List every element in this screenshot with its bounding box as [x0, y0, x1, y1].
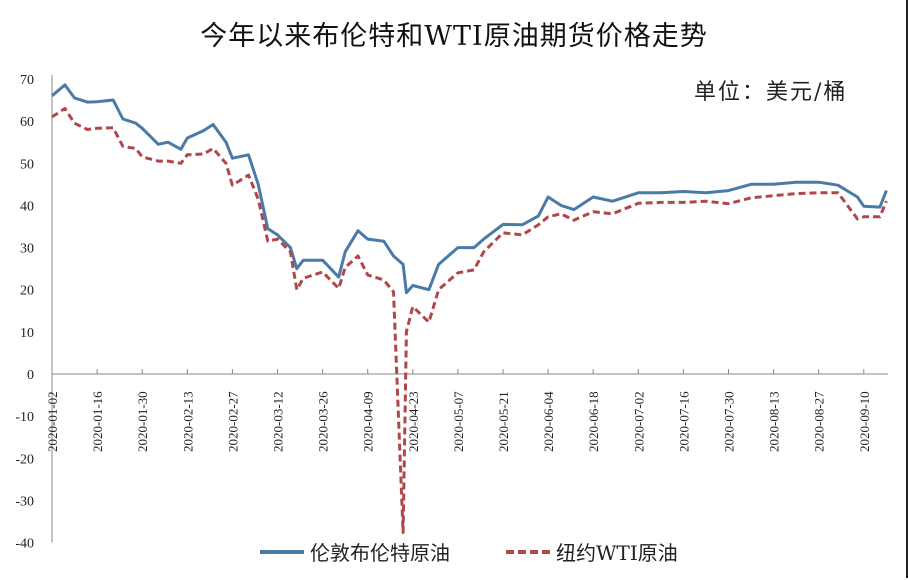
x-tick-label: 2020-09-10	[857, 391, 872, 452]
x-tick-label: 2020-04-09	[361, 391, 376, 452]
x-tick-label: 2020-08-13	[767, 391, 782, 452]
x-tick-label: 2020-06-18	[586, 391, 601, 452]
chart-title: 今年以来布伦特和WTI原油期货价格走势	[200, 21, 708, 52]
x-tick-label: 2020-03-12	[271, 391, 286, 452]
y-tick-label: 70	[20, 73, 34, 88]
x-tick-label: 2020-02-27	[225, 391, 240, 452]
y-tick-label: -40	[15, 537, 34, 552]
y-tick-label: -20	[15, 452, 34, 467]
y-tick-label: 10	[20, 326, 34, 341]
x-tick-label: 2020-08-27	[812, 391, 827, 452]
brent-line	[51, 83, 888, 295]
y-tick-label: 50	[20, 157, 34, 172]
legend-item-brent: 伦敦布伦特原油	[260, 537, 450, 566]
x-tick-label: 2020-05-07	[451, 391, 466, 452]
x-tick-label: 2020-01-30	[135, 391, 150, 452]
x-tick-label: 2020-07-16	[676, 391, 691, 452]
legend-item-wti: 纽约WTI原油	[506, 537, 678, 566]
y-tick-label: 40	[20, 199, 34, 214]
legend-label: 纽约WTI原油	[556, 541, 678, 565]
x-tick-label: 2020-05-21	[496, 391, 511, 452]
x-tick-label: 2020-01-02	[45, 391, 60, 452]
legend-label: 伦敦布伦特原油	[310, 541, 450, 565]
unit-label: 单位：美元/桶	[694, 80, 848, 105]
x-tick-label: 2020-01-16	[90, 391, 105, 452]
y-tick-label: 0	[27, 368, 34, 383]
legend: 伦敦布伦特原油 纽约WTI原油	[260, 537, 734, 566]
y-tick-label: 20	[20, 284, 34, 299]
y-tick-label: -30	[15, 494, 34, 509]
x-tick-label: 2020-06-04	[541, 391, 556, 452]
x-tick-label: 2020-07-02	[631, 391, 646, 452]
legend-swatch-solid	[260, 549, 304, 554]
y-tick-label: 60	[20, 115, 34, 130]
x-tick-label: 2020-04-23	[406, 391, 421, 452]
wti-line	[51, 107, 888, 534]
x-tick-label: 2020-03-26	[316, 391, 331, 452]
y-tick-label: -10	[15, 410, 34, 425]
y-tick-label: 30	[20, 242, 34, 257]
x-tick-label: 2020-02-13	[180, 391, 195, 452]
legend-swatch-dashed	[506, 549, 550, 554]
x-tick-label: 2020-07-30	[722, 391, 737, 452]
